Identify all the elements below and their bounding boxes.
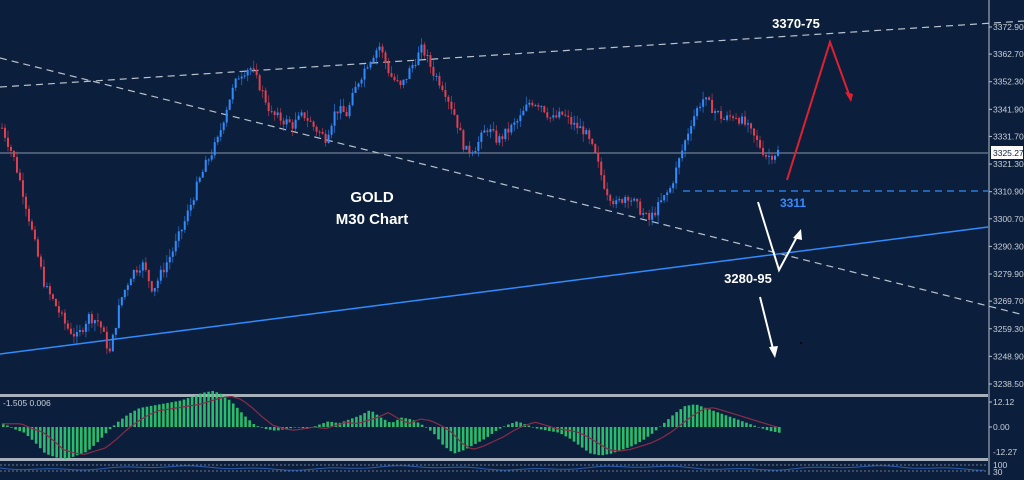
- sub-tick-bot: 30: [993, 467, 1003, 475]
- macd-tick-top: 12.12: [993, 397, 1015, 407]
- y-tick-label: 3248.90: [993, 351, 1024, 361]
- macd-values-label: -1.505 0.006: [3, 398, 51, 408]
- price-panel[interactable]: GOLD M30 Chart 3370-75 3311 3280-95: [0, 0, 1024, 394]
- bounce-scenario-arrow: [757, 201, 802, 273]
- y-tick-label: 3352.30: [993, 77, 1024, 87]
- y-tick-label: 3290.30: [993, 241, 1024, 251]
- price-axis[interactable]: 3372.90 3362.70 3352.30 3341.90 3331.70 3321.…: [988, 0, 1024, 475]
- chart-subtitle: M30 Chart: [336, 211, 409, 228]
- y-tick-label: 3310.90: [993, 187, 1024, 197]
- sub-indicator-line: [0, 465, 985, 471]
- y-tick-label: 3372.90: [993, 22, 1024, 32]
- y-tick-label: 3341.90: [993, 104, 1024, 114]
- sub-tick-top: 100: [993, 460, 1007, 470]
- target-zone-label: 3370-75: [772, 16, 820, 31]
- panel-separator-top[interactable]: [0, 394, 988, 397]
- y-tick-label: 3238.50: [993, 379, 1024, 389]
- upper-channel-trendline[interactable]: [0, 20, 1024, 88]
- macd-panel[interactable]: -1.505 0.006 12.12 0.00 -12.27: [2, 390, 1017, 460]
- support-zone-label: 3280-95: [724, 271, 772, 286]
- macd-tick-mid: 0.00: [993, 422, 1010, 432]
- support-level-label: 3311: [780, 196, 806, 210]
- current-price-tag: [991, 146, 1023, 159]
- y-tick-label: 3279.90: [993, 269, 1024, 279]
- chart-title: GOLD: [350, 189, 393, 206]
- macd-signal-line: [2, 395, 779, 456]
- y-axis-ticks: 3372.90 3362.70 3352.30 3341.90 3331.70 3321.…: [989, 22, 1024, 389]
- marker-dot: [800, 342, 802, 344]
- candlestick-series: [1, 38, 779, 355]
- ascending-support-trendline[interactable]: [0, 226, 989, 355]
- macd-histogram: [2, 390, 781, 460]
- panel-separator-bottom[interactable]: [0, 458, 988, 461]
- sub-indicator-panel[interactable]: 100 30: [0, 460, 1007, 477]
- macd-tick-bot: -12.27: [993, 447, 1017, 457]
- bearish-scenario-arrow: [759, 296, 778, 358]
- current-price-value: 3325.27: [993, 148, 1024, 158]
- y-tick-label: 3300.70: [993, 214, 1024, 224]
- descending-trendline[interactable]: [0, 57, 1024, 316]
- y-tick-label: 3321.30: [993, 159, 1024, 169]
- bullish-scenario-arrow: [786, 38, 853, 181]
- y-tick-label: 3269.70: [993, 296, 1024, 306]
- y-tick-label: 3362.70: [993, 49, 1024, 59]
- y-tick-label: 3331.70: [993, 131, 1024, 141]
- y-tick-label: 3259.30: [993, 324, 1024, 334]
